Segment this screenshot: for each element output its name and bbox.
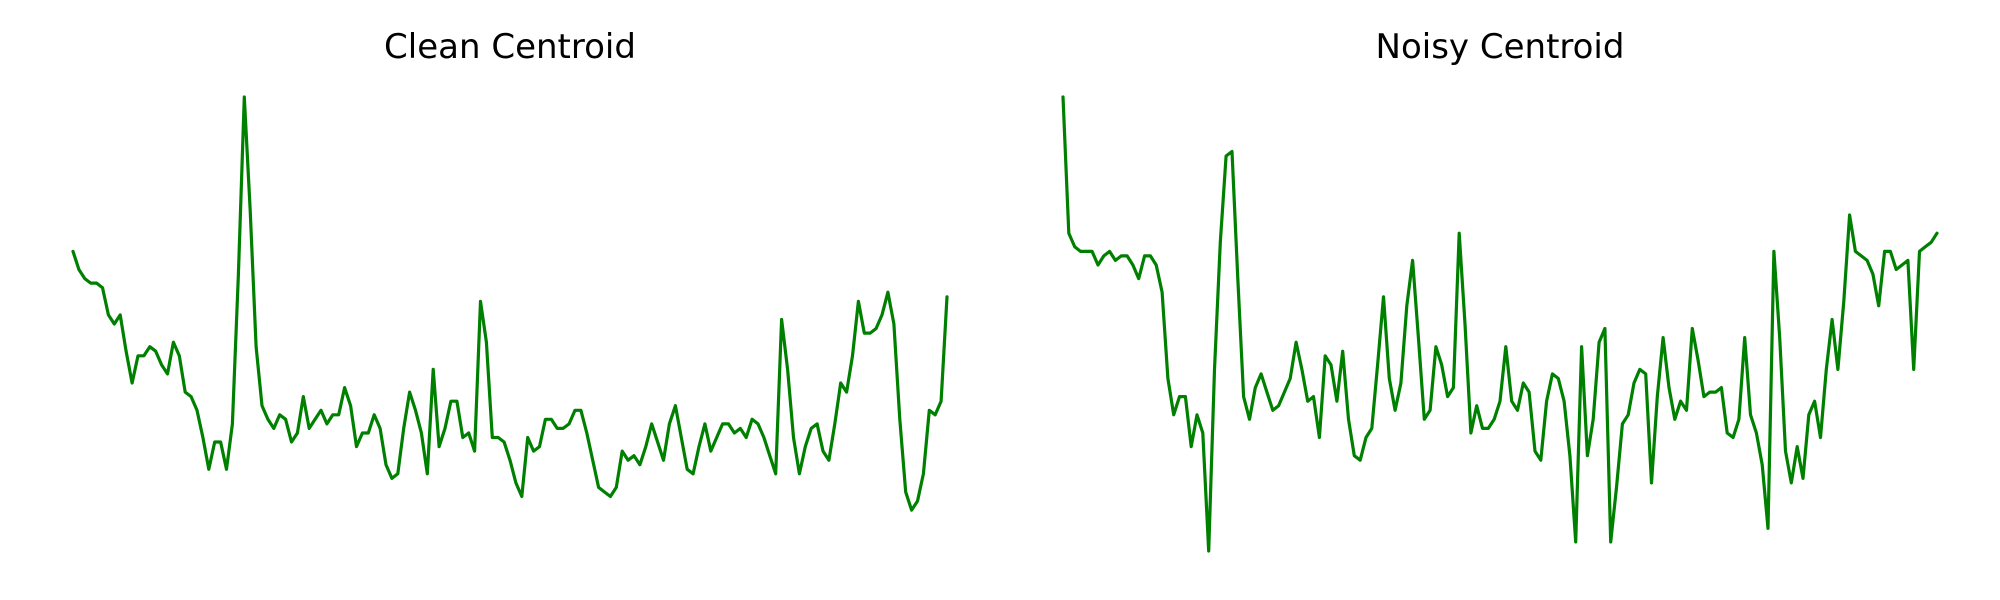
chart-title-noisy: Noisy Centroid [1376, 27, 1625, 67]
series-line-noisy [1061, 95, 1939, 553]
chart-title-clean: Clean Centroid [384, 27, 636, 67]
chart-panel-clean: Clean Centroid [71, 27, 949, 512]
series-line-clean [71, 95, 949, 512]
chart-panel-noisy: Noisy Centroid [1061, 27, 1939, 553]
